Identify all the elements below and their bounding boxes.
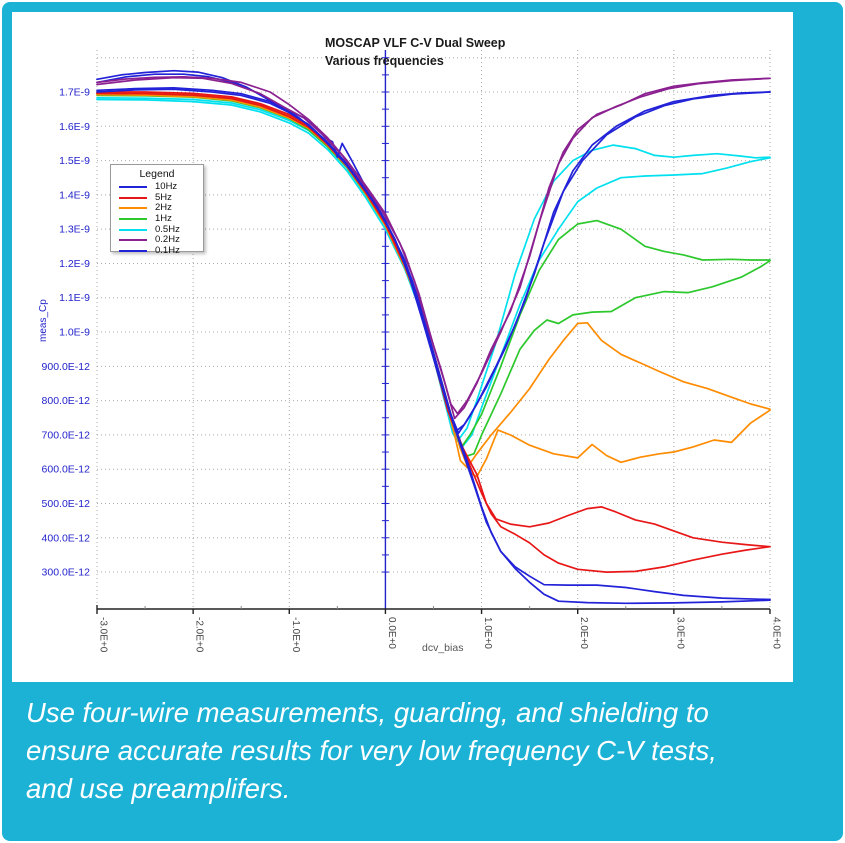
legend-swatch [119,207,147,210]
x-axis-title: dcv_bias [422,642,464,654]
legend-item: 0.5Hz [111,224,203,235]
curve-0.2Hz [96,76,771,415]
chart-title: MOSCAP VLF C-V Dual Sweep [325,36,506,50]
legend-label: 10Hz [155,181,178,193]
legend-item: 2Hz [111,203,203,214]
x-tick-label: 1.0E+0 [482,617,493,649]
legend-box: Legend 10Hz 5Hz 2Hz 1Hz 0.5Hz 0.2Hz 0.1Hz [110,164,204,255]
x-tick-label: -3.0E+0 [98,617,109,653]
y-tick-label: 800.0E-12 [42,395,91,407]
y-tick-label: 500.0E-12 [42,498,91,510]
y-tick-label: 400.0E-12 [42,532,91,544]
y-tick-label: 700.0E-12 [42,429,91,441]
chart-panel: 1.7E-9 1.6E-9 1.5E-9 1.4E-9 1.3E-9 1.2E-9 1.1E… [12,12,793,682]
y-tick-label: 1.0E-9 [59,327,90,339]
legend-label: 0.1Hz [155,244,180,256]
legend-swatch [119,186,147,189]
legend-label: 5Hz [155,191,172,203]
legend-label: 0.2Hz [155,234,180,246]
chart-subtitle: Various frequencies [325,54,444,68]
y-tick-label: 900.0E-12 [42,361,91,373]
legend-label: 2Hz [155,202,172,214]
y-tick-label: 600.0E-12 [42,464,91,476]
legend-label: 1Hz [155,213,172,225]
legend-swatch [119,218,147,221]
y-tick-label: 1.2E-9 [59,258,90,270]
legend-swatch [119,239,147,242]
legend-item: 1Hz [111,214,203,225]
legend-item: 10Hz [111,182,203,193]
y-tick-label: 1.6E-9 [59,121,90,133]
caption-text: Use four-wire measurements, guarding, an… [26,694,826,808]
caption-line: and use preamplifers. [26,773,291,804]
curve-2Hz [96,91,771,469]
x-tick-label: 2.0E+0 [578,617,589,649]
y-tick-label: 1.5E-9 [59,155,90,167]
curve-1Hz [96,92,771,450]
caption-line: ensure accurate results for very low fre… [26,735,717,766]
legend-swatch [119,196,147,199]
x-tick-label: 4.0E+0 [770,617,781,649]
legend-item: 5Hz [111,191,203,204]
y-tick-label: 1.7E-9 [59,87,90,99]
curve-1Hz [96,94,771,458]
y-tick-label: 1.4E-9 [59,189,90,201]
curve-2Hz [96,93,771,478]
legend-label: 0.5Hz [155,223,180,235]
x-tick-label: 3.0E+0 [674,617,685,649]
curve-5Hz [96,91,771,548]
curve-0.5Hz [96,96,771,442]
y-axis-title: meas_Cp [38,299,49,342]
caption-line: Use four-wire measurements, guarding, an… [26,697,709,728]
x-tick-label: -2.0E+0 [194,617,205,653]
y-tick-label: 1.1E-9 [59,292,90,304]
legend-swatch [119,249,147,252]
legend-swatch [119,228,147,231]
curve-0.5Hz [96,98,771,448]
legend-title: Legend [139,168,175,180]
legend-item: 0.1Hz [111,244,203,257]
cv-plot: 1.7E-9 1.6E-9 1.5E-9 1.4E-9 1.3E-9 1.2E-9 1.1E… [42,50,781,653]
x-tick-label: 0.0E+0 [386,617,397,649]
x-tick-label: -1.0E+0 [290,617,301,653]
y-tick-label: 1.3E-9 [59,224,90,236]
y-tick-label: 300.0E-12 [42,567,91,579]
legend-item: 0.2Hz [111,235,203,246]
